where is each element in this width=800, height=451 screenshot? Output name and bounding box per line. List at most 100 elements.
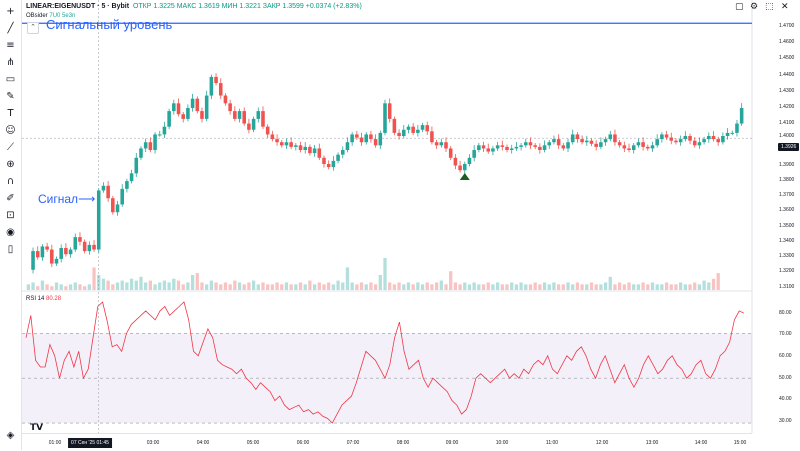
time-label: 06:00 (296, 440, 310, 446)
time-axis[interactable]: 01:00 07 Сен '25 01:45 03:00 04:00 05:00… (22, 433, 752, 451)
indicator-legend[interactable]: OBsider 7U0 5e3n (26, 13, 75, 19)
trash-icon[interactable]: ▯ (7, 243, 14, 255)
volume-bar (223, 282, 228, 290)
lock-draw-icon[interactable]: ✐ (6, 192, 15, 204)
rsi-legend[interactable]: RSI 14 80.28 (26, 296, 61, 302)
candle (326, 164, 331, 168)
minimize-pane-icon[interactable]: ▢ (735, 2, 744, 12)
volume-bar (636, 284, 641, 290)
current-price-tag: 1.3926 (778, 143, 800, 151)
candle (190, 98, 195, 108)
candle (261, 111, 265, 127)
volume-bar (59, 284, 63, 290)
volume-bar (36, 286, 40, 290)
price-label: 1.3800 (779, 177, 795, 183)
tradingview-logo[interactable]: 𝗧𝗩 (30, 422, 44, 432)
volume-bar (219, 284, 223, 290)
volume-bar (373, 284, 378, 290)
candle (406, 126, 411, 130)
rectangle-icon[interactable]: ▭ (5, 73, 16, 85)
candle (45, 246, 49, 250)
candle (284, 142, 289, 146)
volume-bar (519, 282, 523, 290)
candle (303, 146, 308, 150)
zoom-icon[interactable]: ⊕ (6, 158, 15, 170)
symbol-name[interactable]: LINEAR:EIGENUSDT · 5 · Bybit (26, 3, 130, 10)
price-label: 1.3900 (779, 162, 795, 168)
candle (308, 146, 312, 154)
volume-bar (298, 282, 303, 290)
price-label: 1.4600 (779, 39, 795, 45)
trend-line-icon[interactable]: ╱ (7, 22, 14, 34)
volume-bar (214, 282, 218, 290)
indicator-value: 7U0 5e3n (49, 13, 76, 19)
volume-bar (528, 284, 533, 290)
candle (552, 139, 556, 143)
candle (566, 142, 570, 149)
volume-bar (392, 284, 397, 290)
price-axis[interactable]: 1.4700 1.4600 1.4500 1.4400 1.4300 1.420… (752, 0, 800, 433)
volume-bar (477, 284, 481, 290)
volume-bar (317, 282, 321, 290)
volume-bar (139, 276, 143, 290)
candle (425, 125, 430, 132)
brush-icon[interactable]: ✎ (6, 90, 15, 102)
close-pane-icon[interactable]: ✕ (781, 2, 789, 12)
maximize-icon[interactable]: ⬚ (765, 2, 774, 12)
candle (40, 246, 45, 258)
candle (575, 134, 580, 140)
candle (439, 142, 444, 146)
candle (411, 126, 415, 133)
time-label: 13:00 (645, 440, 659, 446)
volume-bar (148, 280, 153, 290)
price-label: 1.4400 (779, 72, 795, 78)
candle (87, 244, 92, 252)
candle (669, 137, 674, 141)
candle (322, 157, 326, 164)
lock-icon[interactable]: ⊡ (6, 209, 15, 221)
volume-bar (45, 284, 49, 290)
candle (265, 126, 270, 135)
price-label: 1.3500 (779, 223, 795, 229)
candle (233, 111, 237, 119)
volume-bar (679, 282, 683, 290)
volume-bar (430, 284, 434, 290)
smiley-icon[interactable]: ☺ (5, 124, 16, 136)
volume-bar (336, 280, 340, 290)
volume-bar (129, 278, 134, 290)
volume-bar (514, 284, 519, 290)
volume-bar (144, 282, 148, 290)
volume-bar (378, 274, 382, 290)
volume-bar (78, 284, 82, 290)
volume-bar (547, 284, 551, 290)
candle (345, 142, 350, 150)
ruler-icon[interactable]: ⟋ (7, 141, 14, 153)
symbol-legend[interactable]: LINEAR:EIGENUSDT · 5 · Bybit ОТКР 1.3225… (26, 3, 362, 10)
crosshair-icon[interactable]: + (6, 5, 15, 17)
candle (608, 134, 613, 140)
candle (214, 76, 218, 84)
layers-icon[interactable]: ◈ (6, 429, 15, 441)
volume-bar (40, 280, 45, 290)
collapse-legend-button[interactable]: ⌃ (27, 22, 39, 34)
volume-bar (237, 282, 242, 290)
volume-bar (26, 284, 30, 290)
candle (585, 140, 589, 143)
magnet-icon[interactable]: ∩ (6, 175, 15, 187)
candle (204, 95, 209, 119)
pitchfork-icon[interactable]: ⋔ (6, 56, 15, 68)
volume-bar (613, 284, 617, 290)
candle (54, 258, 59, 264)
volume-bar (632, 284, 636, 290)
candle (462, 164, 467, 171)
eye-icon[interactable]: ◉ (6, 226, 15, 238)
volume-bar (425, 282, 429, 290)
horizontal-lines-icon[interactable]: ≡ (6, 39, 15, 51)
candle (312, 148, 317, 154)
volume-bar (566, 282, 570, 290)
candle (655, 139, 659, 146)
text-icon[interactable]: T (7, 107, 14, 119)
volume-bar (200, 282, 204, 290)
settings-icon[interactable]: ⚙ (750, 2, 759, 12)
